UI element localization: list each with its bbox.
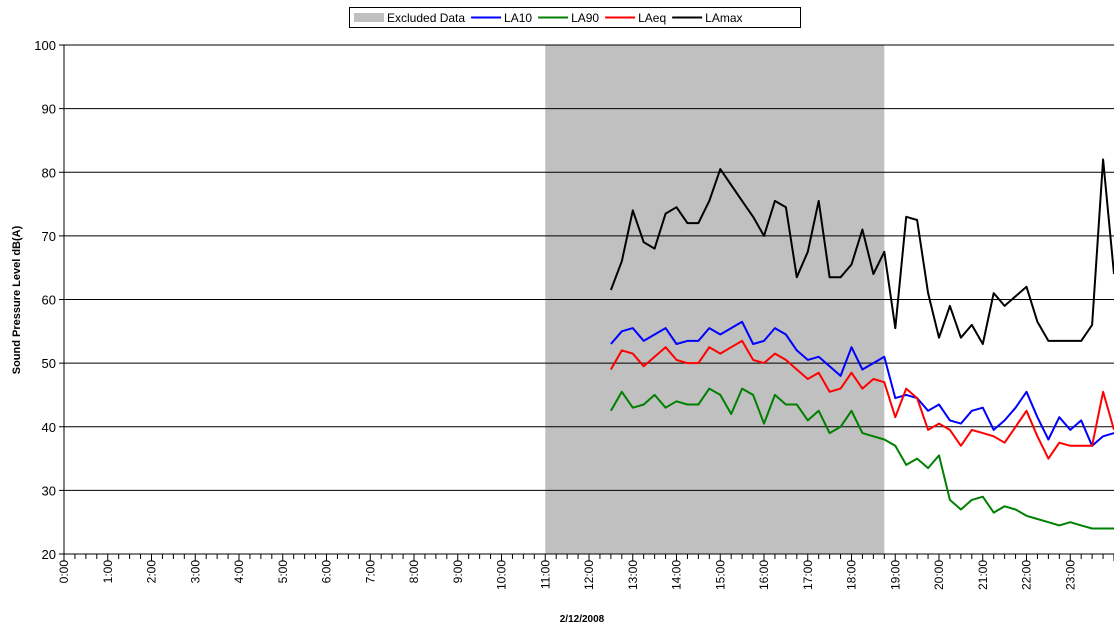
x-tick-label: 18:00 <box>845 560 859 590</box>
y-tick-label: 50 <box>42 356 56 371</box>
x-tick-label: 9:00 <box>451 560 465 584</box>
x-tick-label: 21:00 <box>976 560 990 590</box>
series-line-lamax <box>609 158 1114 345</box>
x-tick-label: 14:00 <box>670 560 684 590</box>
x-tick-label: 13:00 <box>626 560 640 590</box>
legend-label: LAmax <box>705 11 742 25</box>
x-tick-label: 11:00 <box>538 560 552 589</box>
legend-item: LAeq <box>605 11 666 25</box>
legend-item: LA90 <box>538 11 599 25</box>
x-tick-labels: 0:00 1:00 2:00 3:00 4:00 5:00 6:00 7:00 8:00 9:00… <box>57 554 1114 590</box>
legend-item: Excluded Data <box>354 11 465 25</box>
y-tick-label: 30 <box>42 483 56 498</box>
x-tick-label: 23:00 <box>1063 560 1077 590</box>
legend-swatch <box>354 13 384 22</box>
legend-label: LAeq <box>638 11 666 25</box>
x-tick-label: 20:00 <box>932 560 946 590</box>
legend-label: LA10 <box>504 11 532 25</box>
legend-box <box>349 7 801 28</box>
y-tick-label: 80 <box>42 165 56 180</box>
y-tick-labels: 20 30 40 50 60 70 80 90 100 <box>34 38 64 562</box>
gridlines <box>64 44 1114 491</box>
legend: Excluded Data LA10 LA90 LAeq LAmax <box>349 7 801 28</box>
x-tick-label: 0:00 <box>57 560 71 584</box>
x-tick-label: 3:00 <box>188 560 202 584</box>
y-tick-label: 100 <box>34 38 56 53</box>
x-tick-label: 16:00 <box>757 560 771 590</box>
y-tick-label: 20 <box>42 547 56 562</box>
x-tick-label: 7:00 <box>363 560 377 584</box>
legend-item: LA10 <box>471 11 532 25</box>
legend-label: Excluded Data <box>387 11 465 25</box>
legend-item: LAmax <box>672 11 743 25</box>
x-tick-label: 17:00 <box>801 560 815 590</box>
x-tick-label: 5:00 <box>276 560 290 584</box>
x-tick-label: 6:00 <box>320 560 334 584</box>
y-tick-label: 70 <box>42 229 56 244</box>
y-tick-label: 40 <box>42 420 56 435</box>
y-axis-title: Sound Pressure Level dB(A) <box>11 225 23 374</box>
legend-label: LA90 <box>571 11 599 25</box>
x-tick-label: 15:00 <box>713 560 727 590</box>
y-tick-label: 90 <box>42 102 56 117</box>
series-line-la90 <box>610 387 1114 530</box>
y-tick-label: 60 <box>42 293 56 308</box>
x-tick-label: 19:00 <box>888 560 902 590</box>
x-tick-label: 22:00 <box>1020 560 1034 590</box>
series-lines <box>609 158 1114 530</box>
x-tick-label: 12:00 <box>582 560 596 590</box>
series-line-la10 <box>610 320 1114 447</box>
x-tick-label: 2:00 <box>145 560 159 584</box>
series-line-laeq <box>610 339 1114 460</box>
x-tick-label: 1:00 <box>101 560 115 584</box>
x-tick-label: 10:00 <box>495 560 509 590</box>
x-tick-label: 8:00 <box>407 560 421 584</box>
x-axis-title: 2/12/2008 <box>560 614 605 625</box>
x-tick-label: 4:00 <box>232 560 246 584</box>
